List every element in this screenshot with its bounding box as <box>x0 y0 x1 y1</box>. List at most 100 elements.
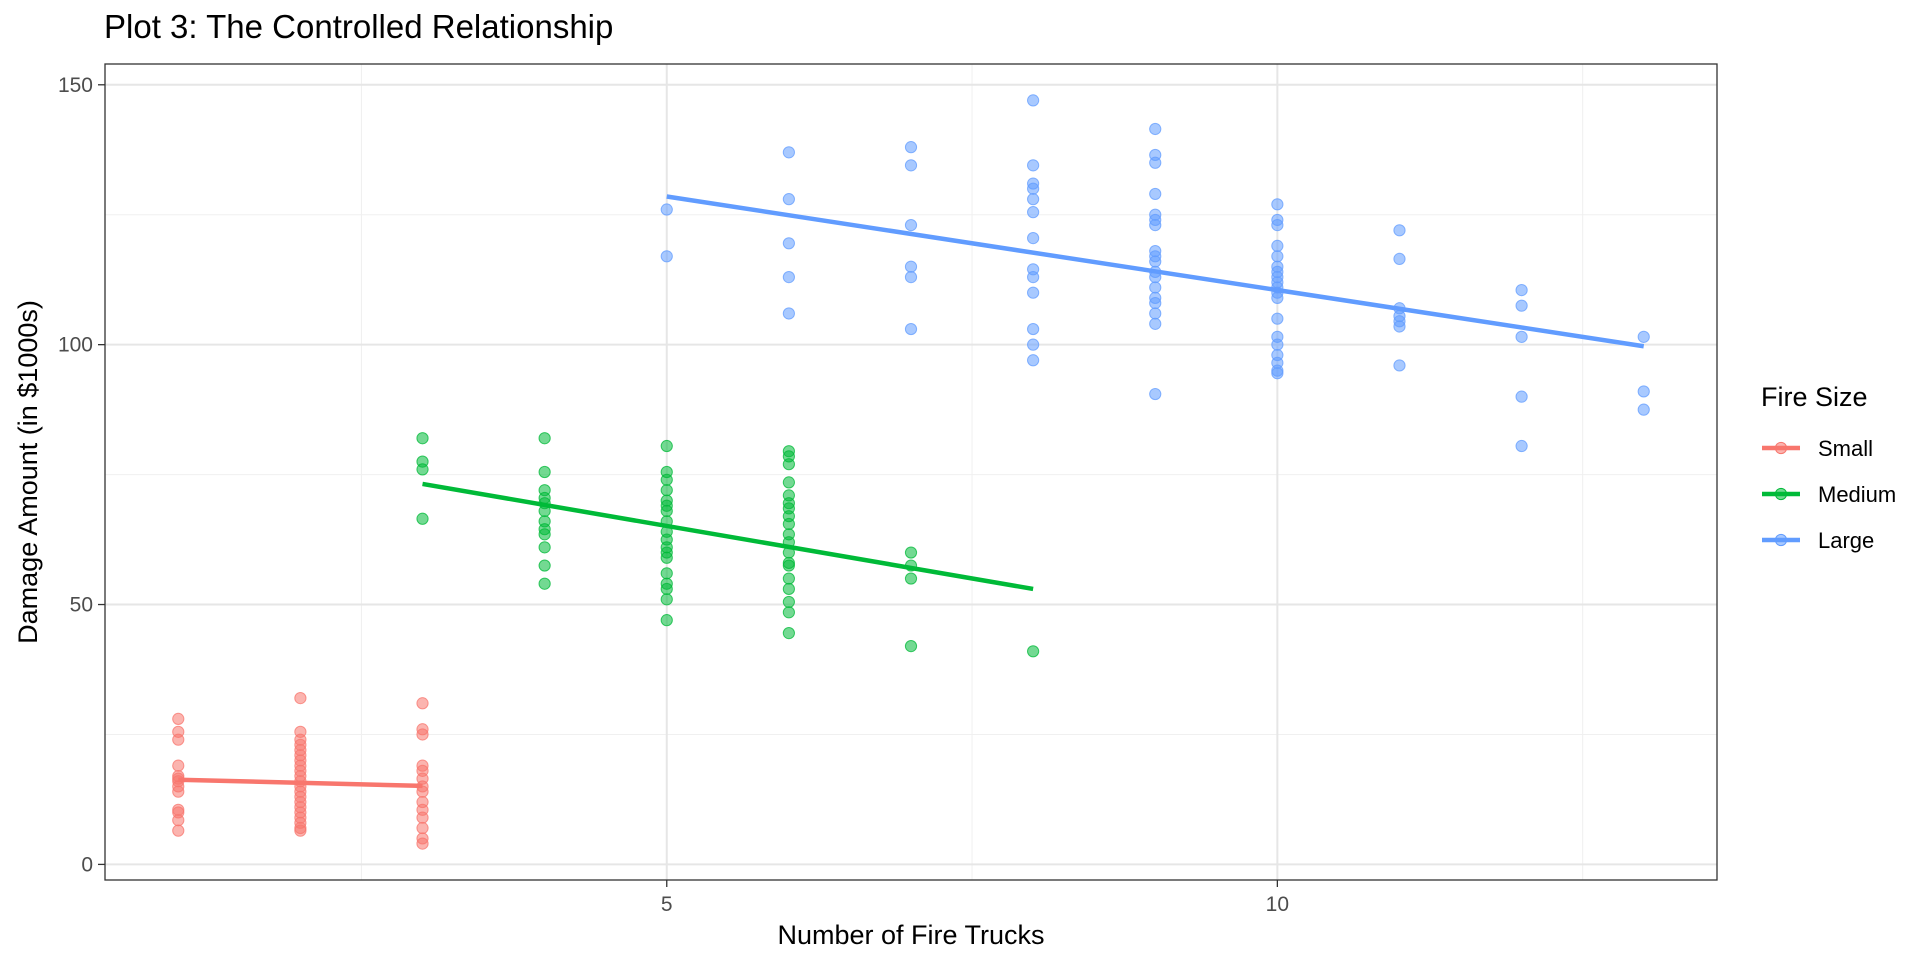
point-medium <box>782 517 795 531</box>
point-small <box>416 837 429 850</box>
point-medium <box>538 577 551 590</box>
point-medium <box>904 640 918 653</box>
point-small <box>416 821 429 835</box>
fit-line-medium <box>422 481 1034 592</box>
point-medium <box>782 627 795 640</box>
point-medium <box>416 463 429 476</box>
point-medium <box>782 595 795 609</box>
fit-line-small <box>178 777 423 789</box>
point-small <box>416 728 429 741</box>
point-large <box>1515 283 1528 297</box>
point-medium <box>660 439 673 453</box>
point-medium <box>538 559 551 572</box>
point-small <box>172 712 185 725</box>
point-medium <box>660 614 673 627</box>
point-large <box>1027 193 1040 206</box>
y-tick-label: 0 <box>81 853 93 876</box>
point-medium <box>538 432 551 445</box>
point-medium <box>782 572 795 585</box>
point-small <box>172 785 185 798</box>
point-large <box>1515 330 1528 343</box>
point-large <box>660 250 673 263</box>
legend-title: Fire Size <box>1761 382 1868 412</box>
point-large <box>1149 281 1162 294</box>
point-large <box>1149 317 1162 330</box>
point-medium <box>660 551 673 564</box>
point-large <box>1027 338 1040 351</box>
point-large <box>1149 387 1162 401</box>
legend-item-large: Large <box>1762 528 1874 553</box>
legend-label: Small <box>1818 436 1873 461</box>
point-large <box>1149 219 1162 232</box>
point-large <box>1515 299 1528 312</box>
y-axis-title: Damage Amount (in $1000s) <box>13 300 43 644</box>
point-large <box>1271 250 1284 263</box>
x-axis-title: Number of Fire Trucks <box>777 920 1044 950</box>
point-large <box>904 270 918 284</box>
point-large <box>1149 255 1162 268</box>
point-large <box>904 260 918 273</box>
point-large <box>1271 198 1284 211</box>
point-large <box>1271 291 1284 304</box>
legend-item-small: Small <box>1762 436 1873 461</box>
point-large <box>1515 390 1528 403</box>
point-medium <box>782 458 795 471</box>
point-medium <box>660 473 673 486</box>
legend-item-medium: Medium <box>1762 482 1896 507</box>
point-medium <box>782 559 795 572</box>
point-medium <box>416 512 429 525</box>
point-large <box>1637 385 1650 398</box>
point-large <box>904 322 918 336</box>
point-medium <box>660 484 673 497</box>
fit-line-large <box>666 194 1645 349</box>
plot-panel-border <box>104 63 1718 881</box>
legend-key-point <box>1774 487 1788 501</box>
point-medium <box>782 476 795 489</box>
point-large <box>1271 367 1284 380</box>
point-large <box>904 159 918 172</box>
point-medium <box>782 606 795 619</box>
point-large <box>1393 359 1406 372</box>
point-large <box>1393 252 1406 266</box>
point-large <box>782 307 795 320</box>
point-large <box>904 141 918 154</box>
point-large <box>1027 182 1040 195</box>
legend-label: Medium <box>1818 482 1896 507</box>
point-medium <box>660 582 673 596</box>
legend-key-point <box>1774 533 1788 547</box>
x-tick-label: 5 <box>661 893 673 916</box>
point-large <box>782 193 795 206</box>
point-large <box>1637 403 1650 416</box>
point-medium <box>538 541 551 554</box>
point-large <box>1149 156 1162 169</box>
point-medium <box>904 546 918 559</box>
point-large <box>1027 354 1040 367</box>
point-small <box>416 811 429 824</box>
point-large <box>1027 232 1040 245</box>
point-medium <box>538 465 551 479</box>
point-medium <box>1027 645 1040 658</box>
point-medium <box>660 567 673 580</box>
point-large <box>1271 239 1284 253</box>
chart-title: Plot 3: The Controlled Relationship <box>104 8 613 45</box>
point-large <box>660 203 673 216</box>
point-large <box>1149 296 1162 310</box>
legend: Fire Size Small Medium Large <box>1761 382 1896 553</box>
y-tick-label: 150 <box>58 74 93 97</box>
point-small <box>294 824 307 837</box>
point-large <box>1271 219 1284 232</box>
point-large <box>1027 322 1040 336</box>
x-tick-label: 10 <box>1266 893 1289 916</box>
point-medium <box>904 572 918 585</box>
point-large <box>1637 330 1650 343</box>
point-small <box>172 759 185 772</box>
point-large <box>1027 94 1040 107</box>
y-tick-label: 50 <box>70 594 93 617</box>
point-small <box>294 691 307 705</box>
point-small <box>172 814 185 827</box>
point-large <box>1149 122 1162 136</box>
regression-lines <box>178 194 1645 789</box>
point-small <box>172 733 185 746</box>
point-large <box>1393 320 1406 333</box>
point-large <box>1271 312 1284 325</box>
